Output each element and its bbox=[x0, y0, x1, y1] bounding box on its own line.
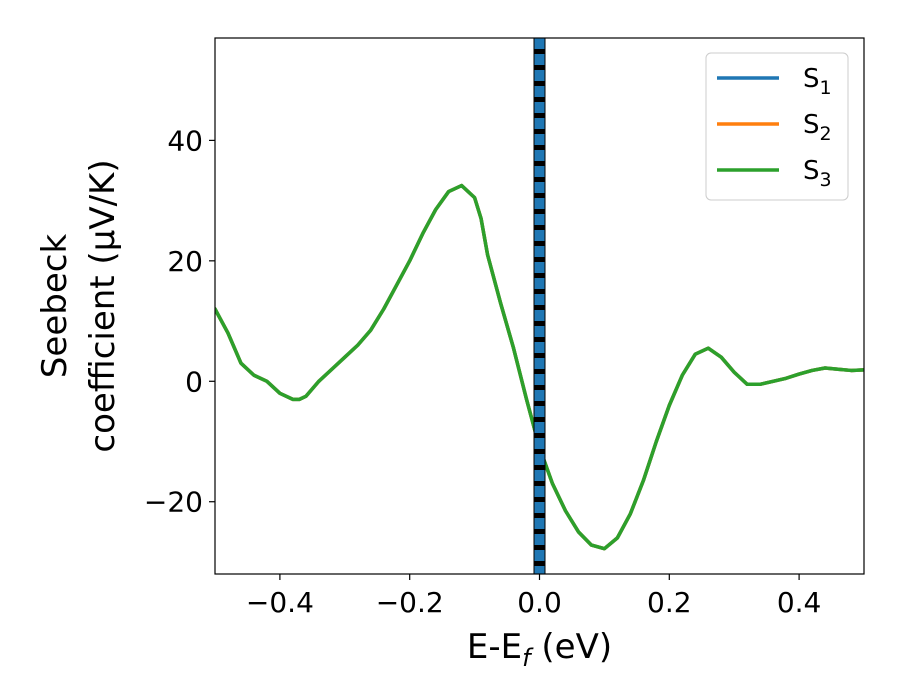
y-axis-label-line2: coefficient (μV/K) bbox=[83, 159, 123, 452]
series-line-s3 bbox=[215, 183, 864, 551]
legend: S1 S2 S3 bbox=[705, 52, 849, 201]
y-axis-label-line1: Seebeck bbox=[35, 234, 75, 379]
x-tick-label: 0.0 bbox=[517, 586, 562, 619]
legend-label-s1: S1 bbox=[803, 64, 832, 99]
x-tick-label: −0.4 bbox=[246, 586, 314, 619]
y-tick-label: 40 bbox=[167, 124, 203, 157]
y-axis-ticks: −20 0 20 40 bbox=[144, 124, 215, 519]
x-axis-label: E-Ef (eV) bbox=[467, 627, 612, 672]
y-tick-label: 20 bbox=[167, 245, 203, 278]
x-axis-label-unit: (eV) bbox=[531, 627, 613, 667]
y-tick-label: −20 bbox=[144, 486, 203, 519]
y-tick-label: 0 bbox=[185, 365, 203, 398]
x-tick-label: 0.4 bbox=[777, 586, 822, 619]
series-layer bbox=[215, 183, 864, 551]
x-tick-label: 0.2 bbox=[647, 586, 692, 619]
x-tick-label: −0.2 bbox=[376, 586, 444, 619]
x-axis-ticks: −0.4 −0.2 0.0 0.2 0.4 bbox=[246, 574, 821, 619]
legend-box bbox=[705, 52, 849, 201]
legend-label-s2: S2 bbox=[803, 110, 832, 145]
x-axis-label-main: E-E bbox=[467, 627, 522, 667]
legend-label-s3: S3 bbox=[803, 156, 832, 191]
